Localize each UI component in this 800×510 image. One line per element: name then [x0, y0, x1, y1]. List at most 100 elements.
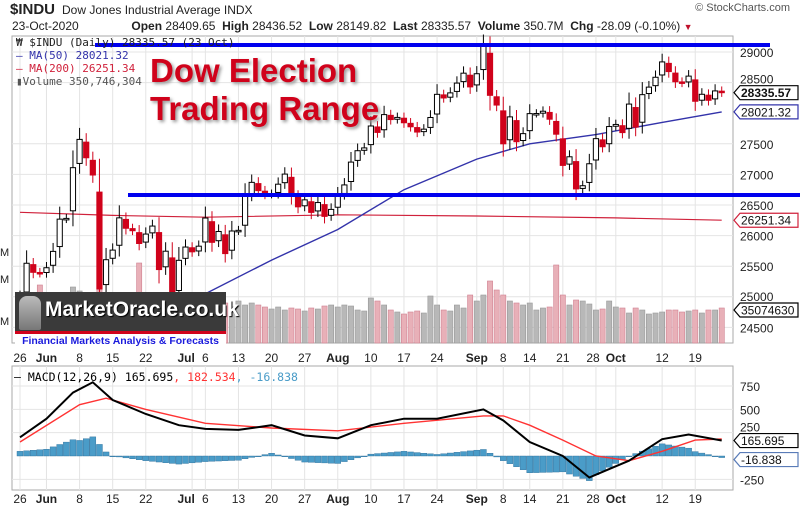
- macd-histogram-bar: [420, 453, 428, 457]
- macd-histogram-bar: [605, 455, 613, 468]
- volume-bar: [447, 310, 454, 344]
- volume-bar: [566, 304, 573, 344]
- x-tick-label: 14: [523, 351, 537, 365]
- candle-body: [215, 230, 222, 242]
- symbol: $INDU: [10, 1, 56, 18]
- volume-bar: [487, 280, 493, 344]
- logo-text: MarketOracle.co.uk: [45, 298, 239, 321]
- candle-body: [420, 128, 427, 133]
- chg-label: Chg: [570, 19, 594, 33]
- candle-body: [83, 141, 90, 159]
- macd-histogram-bar: [235, 455, 242, 461]
- volume-bar: [659, 311, 666, 344]
- macd-histogram-bar: [440, 453, 447, 457]
- macd-histogram-bar: [63, 441, 70, 457]
- candle-body: [182, 246, 189, 259]
- macd-tick-label: 250: [740, 421, 760, 435]
- value-tag-box: [733, 212, 799, 228]
- macd-histogram-bar: [513, 455, 520, 467]
- candle-body: [56, 218, 63, 248]
- macd-tick-label: -250: [740, 473, 764, 487]
- macd-histogram-bar: [506, 455, 514, 464]
- candle-body: [241, 195, 249, 226]
- security-name: Dow Jones Industrial Average INDX: [62, 3, 253, 17]
- candle-body: [301, 199, 308, 207]
- candle-body: [63, 217, 70, 221]
- candle-body: [400, 117, 408, 124]
- volume-bar: [546, 306, 553, 344]
- value-tag: 28021.32: [733, 104, 799, 120]
- macd-histogram-bar: [135, 455, 143, 460]
- statue-icon: [19, 296, 41, 330]
- candle-body: [288, 176, 295, 197]
- volume-bar: [268, 308, 275, 344]
- macd-histogram-bar: [281, 455, 288, 458]
- candle-body: [308, 201, 315, 213]
- macd-histogram-bar: [149, 455, 156, 462]
- volume-bar: [427, 295, 434, 344]
- macd-name: MACD(12,26,9): [27, 370, 118, 384]
- macd-histogram-bar: [347, 455, 355, 460]
- volume-bar: [500, 294, 507, 344]
- x-tick-label: Jul: [177, 492, 194, 506]
- volume-bar: [235, 300, 242, 344]
- macd-histogram-bar: [30, 450, 37, 457]
- macd-tick-label: 750: [740, 380, 760, 394]
- x-tick-label: 10: [364, 351, 378, 365]
- macd-histogram-bar: [76, 440, 83, 457]
- candle-body: [347, 161, 355, 183]
- macd-histogram-bar: [533, 455, 540, 473]
- macd-histogram-bar: [361, 455, 368, 458]
- volume-bar: [295, 308, 301, 344]
- macd-histogram-bar: [592, 455, 600, 475]
- candle-body: [122, 218, 130, 229]
- volume-bar: [698, 312, 705, 344]
- volume-bar: [513, 302, 520, 344]
- volume-bar: [255, 304, 262, 344]
- macd-histogram-bar: [625, 455, 633, 458]
- candle-body: [473, 73, 480, 86]
- candle-body: [579, 185, 586, 189]
- candle-body: [460, 72, 467, 83]
- quote-date: 23-Oct-2020: [12, 19, 79, 33]
- macd-panel: [11, 365, 734, 491]
- macd-value: 165.695: [124, 370, 174, 384]
- value-tag-box: [733, 302, 799, 318]
- annotation-title-line2: Trading Range: [150, 90, 380, 127]
- macd-histogram-bar: [447, 452, 454, 457]
- low-label: Low: [308, 19, 333, 33]
- macd-histogram-bar: [672, 445, 679, 457]
- x-tick-label: 27: [298, 351, 312, 365]
- candle-body: [718, 90, 725, 94]
- candle-body: [136, 232, 143, 244]
- price-tick-label: 26500: [740, 199, 774, 213]
- volume-label: Volume: [477, 19, 521, 33]
- quote-line: 23-Oct-2020 Open 28409.65 High 28436.52 …: [12, 19, 693, 33]
- x-tick-label: 21: [556, 492, 570, 506]
- value-tag-text: 165.695: [741, 434, 785, 448]
- candle-body: [43, 267, 50, 274]
- candle-body: [142, 233, 149, 243]
- macd-histogram-bar: [175, 455, 183, 465]
- candle-body: [559, 138, 566, 166]
- macd-histogram-bar: [255, 455, 262, 458]
- chg-value: -28.09 (-0.10%): [596, 19, 681, 33]
- candle-body: [632, 107, 639, 128]
- candle-body: [698, 93, 705, 101]
- x-tick-label: 26: [13, 492, 27, 506]
- high-label: High: [222, 19, 249, 33]
- macd-histogram-bar: [480, 449, 487, 457]
- candle-body: [692, 79, 699, 102]
- x-tick-label: 8: [500, 351, 507, 365]
- volume-value: 350.7M: [523, 19, 564, 33]
- value-tag: -16.838: [733, 451, 799, 468]
- candle-body: [500, 110, 507, 145]
- low-value: 28149.82: [336, 19, 387, 33]
- last-label: Last: [392, 19, 418, 33]
- macd-histogram-bar: [500, 455, 507, 461]
- candle-body: [659, 61, 666, 76]
- x-tick-label: Sep: [466, 351, 488, 365]
- volume-bar: [593, 309, 599, 344]
- candle-body: [374, 126, 381, 133]
- candle-icon: ₩: [16, 36, 30, 49]
